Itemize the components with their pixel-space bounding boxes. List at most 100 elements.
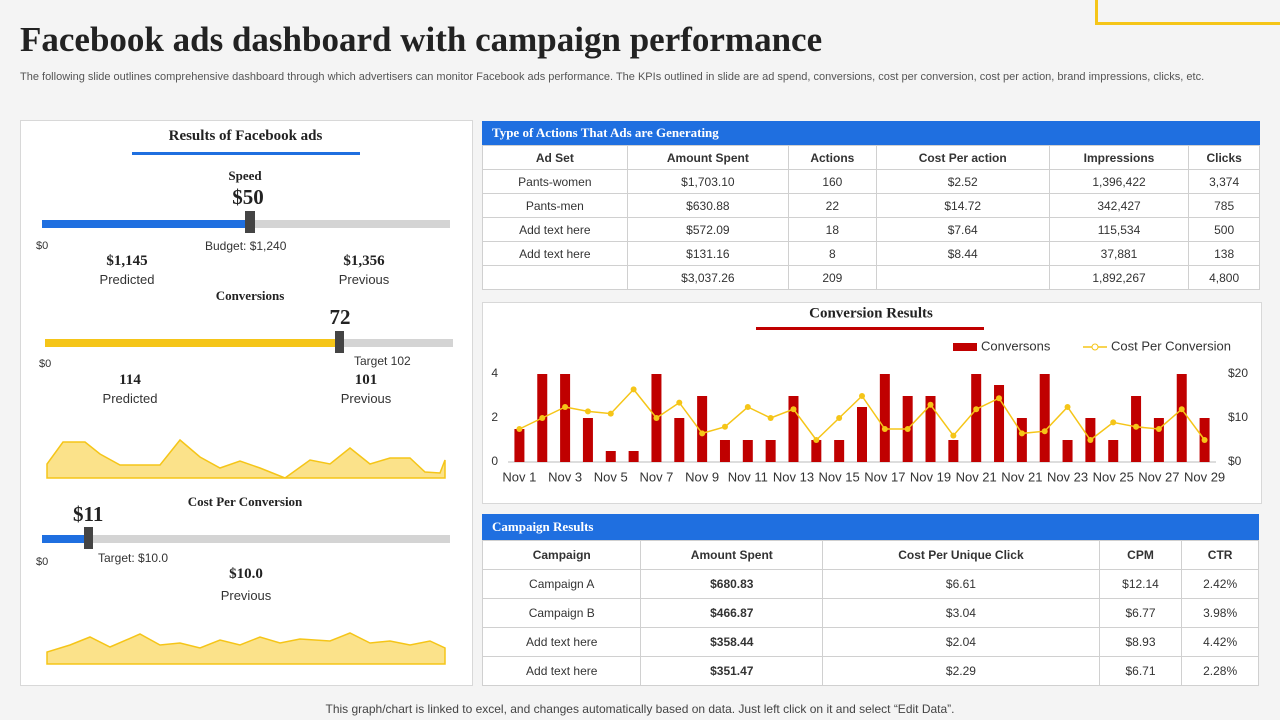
- results-title: Results of Facebook ads: [168, 128, 323, 144]
- cell: $14.72: [875, 193, 1050, 218]
- cell: $358.44: [640, 627, 824, 657]
- gauge-label: Conversions: [215, 288, 285, 303]
- previous-value: 101: [354, 372, 378, 388]
- column-header: Campaign: [481, 540, 642, 570]
- row: Pants-women $1,703.10 160 $2.52 1,396,422 3,3…: [482, 169, 1260, 194]
- cell: 4.42%: [1181, 627, 1259, 657]
- gauge-value: $50: [232, 185, 264, 209]
- cell: 1,892,267: [1048, 265, 1190, 290]
- column-header: Cost Per Unique Click: [822, 540, 1100, 570]
- corner-accent: [1095, 0, 1280, 25]
- row: Add text here $351.47 $2.29 $6.71 2.28%: [481, 656, 1259, 686]
- cell: $7.64: [875, 217, 1050, 242]
- cell: 1,396,422: [1048, 169, 1190, 194]
- row: Add text here $572.09 18 $7.64 115,534 500: [482, 217, 1260, 242]
- cell: 342,427: [1048, 193, 1190, 218]
- gauge-track: [42, 535, 450, 543]
- cell: $8.44: [875, 241, 1050, 266]
- column-header: CTR: [1181, 540, 1259, 570]
- cell: 2.42%: [1181, 569, 1259, 599]
- cell: $351.47: [640, 656, 824, 686]
- cell: 4,800: [1188, 265, 1260, 290]
- campaign-table: Campaign Amount Spent Cost Per Unique Clic…: [481, 540, 1259, 686]
- footer: This graph/chart is linked to excel, and…: [325, 702, 955, 716]
- cell: 22: [788, 193, 877, 218]
- cell: $572.09: [626, 217, 790, 242]
- row: Campaign A $680.83 $6.61 $12.14 2.42%: [481, 569, 1259, 599]
- cell: $630.88: [626, 193, 790, 218]
- column-header: Clicks: [1188, 145, 1260, 170]
- cell: $12.14: [1098, 569, 1183, 599]
- column-header: Ad Set: [482, 145, 628, 170]
- gauge-value: $11: [73, 502, 104, 526]
- row: $3,037.26 209 1,892,267 4,800: [482, 265, 1260, 290]
- gauge-min: $0: [39, 358, 52, 370]
- cell: 500: [1188, 217, 1260, 242]
- cell: 138: [1188, 241, 1260, 266]
- table-title: Campaign Results: [482, 514, 1259, 540]
- column-header: Cost Per action: [875, 145, 1050, 170]
- chart-panel: [482, 302, 1262, 504]
- cell: $3,037.26: [626, 265, 790, 290]
- sparkline: [46, 438, 446, 479]
- underline: [132, 152, 360, 155]
- gauge-fill: [45, 339, 340, 347]
- cell: $6.71: [1098, 656, 1183, 686]
- title: Facebook ads dashboard with campaign per…: [20, 20, 823, 59]
- cell: Campaign A: [481, 569, 642, 599]
- header-row: Campaign Amount Spent Cost Per Unique Clic…: [481, 540, 1259, 570]
- cell: $680.83: [640, 569, 824, 599]
- predicted-value: $1,145: [106, 253, 148, 269]
- column-header: Actions: [788, 145, 877, 170]
- gauge-marker: [245, 211, 255, 233]
- previous-value: $1,356: [343, 253, 385, 269]
- gauge-min: $0: [36, 556, 49, 568]
- gauge-label: Speed: [228, 168, 262, 183]
- previous-value: $10.0: [229, 566, 263, 582]
- predicted-label: Predicted: [102, 391, 158, 406]
- sparkline: [46, 632, 446, 665]
- column-header: Amount Spent: [640, 540, 824, 570]
- gauge-fill: [42, 535, 88, 543]
- predicted-label: Predicted: [99, 272, 155, 287]
- cell: $1,703.10: [626, 169, 790, 194]
- cell: Add text here: [481, 627, 642, 657]
- header-row: Ad Set Amount Spent Actions Cost Per action…: [482, 145, 1260, 170]
- column-header: Impressions: [1048, 145, 1190, 170]
- sparkline-area: [46, 438, 446, 479]
- cell: Add text here: [482, 241, 628, 266]
- previous-label: Previous: [220, 588, 272, 603]
- cell: $2.04: [822, 627, 1100, 657]
- column-header: CPM: [1098, 540, 1183, 570]
- predicted-value: 114: [119, 372, 141, 388]
- cell: Pants-women: [482, 169, 628, 194]
- cell: $466.87: [640, 598, 824, 628]
- gauge-marker: [335, 331, 344, 353]
- row: Add text here $358.44 $2.04 $8.93 4.42%: [481, 627, 1259, 657]
- gauge-label: Cost Per Conversion: [187, 494, 303, 509]
- cell: Pants-men: [482, 193, 628, 218]
- cell: $3.04: [822, 598, 1100, 628]
- cell: $2.29: [822, 656, 1100, 686]
- gauge-target: Target 102: [354, 354, 411, 368]
- cell: 8: [788, 241, 877, 266]
- cell: Add text here: [482, 217, 628, 242]
- subtitle: The following slide outlines comprehensi…: [20, 71, 1205, 83]
- cell: 115,534: [1048, 217, 1190, 242]
- gauge-value: 72: [329, 305, 351, 329]
- row: Pants-men $630.88 22 $14.72 342,427 785: [482, 193, 1260, 218]
- table-title: Type of Actions That Ads are Generating: [482, 121, 1260, 145]
- column-header: Amount Spent: [626, 145, 790, 170]
- actions-table: Ad Set Amount Spent Actions Cost Per action…: [482, 145, 1260, 290]
- gauge-fill: [42, 220, 250, 228]
- cell: 37,881: [1048, 241, 1190, 266]
- gauge-budget: Budget: $1,240: [205, 239, 287, 253]
- cell: 2.28%: [1181, 656, 1259, 686]
- cell: [875, 265, 1050, 290]
- cell: 3.98%: [1181, 598, 1259, 628]
- cell: 160: [788, 169, 877, 194]
- cell: 209: [788, 265, 877, 290]
- gauge-min: $0: [36, 240, 49, 252]
- gauge-marker: [84, 527, 93, 549]
